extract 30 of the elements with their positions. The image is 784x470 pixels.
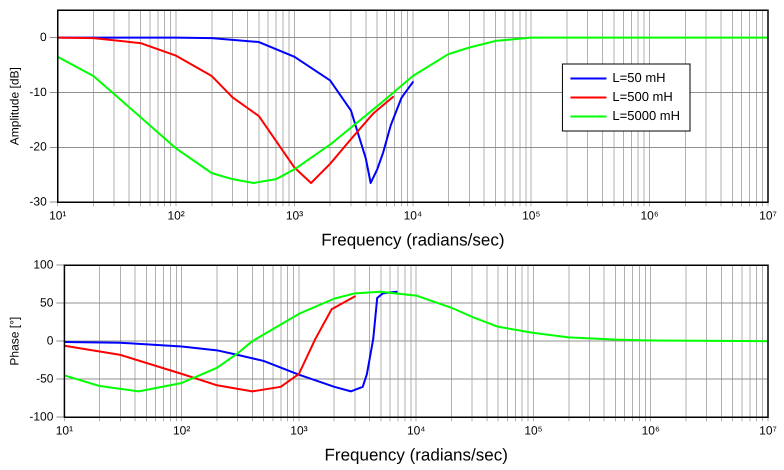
x-tick-label: 10⁵ bbox=[522, 208, 540, 223]
x-tick-label: 10³ bbox=[290, 424, 308, 438]
y-axis-title: Phase [°] bbox=[8, 316, 22, 366]
x-axis-title: Frequency (radians/sec) bbox=[321, 230, 505, 250]
y-tick-label: 0 bbox=[46, 334, 54, 348]
x-tick-label: 10³ bbox=[286, 208, 304, 223]
x-tick-label: 10⁷ bbox=[759, 424, 777, 438]
y-axis-title: Amplitude [dB] bbox=[8, 67, 22, 146]
y-tick-label: -30 bbox=[29, 194, 48, 209]
x-tick-label: 10⁴ bbox=[406, 424, 426, 438]
y-tick-label: 0 bbox=[40, 30, 48, 44]
y-tick-label: -20 bbox=[29, 140, 48, 154]
x-tick-label: 10⁶ bbox=[640, 208, 659, 223]
legend-label: L=50 mH bbox=[612, 70, 666, 86]
legend-label: L=500 mH bbox=[612, 89, 673, 104]
y-tick-label: 100 bbox=[33, 258, 54, 272]
x-axis-title: Frequency (radians/sec) bbox=[324, 445, 508, 464]
x-tick-label: 10¹ bbox=[56, 424, 74, 438]
x-tick-label: 10⁶ bbox=[642, 424, 660, 438]
y-tick-label: 50 bbox=[40, 296, 54, 310]
x-tick-label: 10⁴ bbox=[404, 208, 422, 223]
x-tick-label: 10⁵ bbox=[524, 424, 543, 438]
x-tick-label: 10² bbox=[167, 208, 185, 223]
x-tick-label: 10⁷ bbox=[759, 208, 777, 223]
y-tick-label: -10 bbox=[29, 84, 48, 99]
y-tick-label: -100 bbox=[29, 410, 54, 424]
legend-label: L=5000 mH bbox=[612, 108, 680, 124]
x-tick-label: 10¹ bbox=[49, 208, 66, 223]
x-tick-label: 10² bbox=[173, 424, 190, 438]
y-tick-label: -50 bbox=[36, 372, 54, 386]
